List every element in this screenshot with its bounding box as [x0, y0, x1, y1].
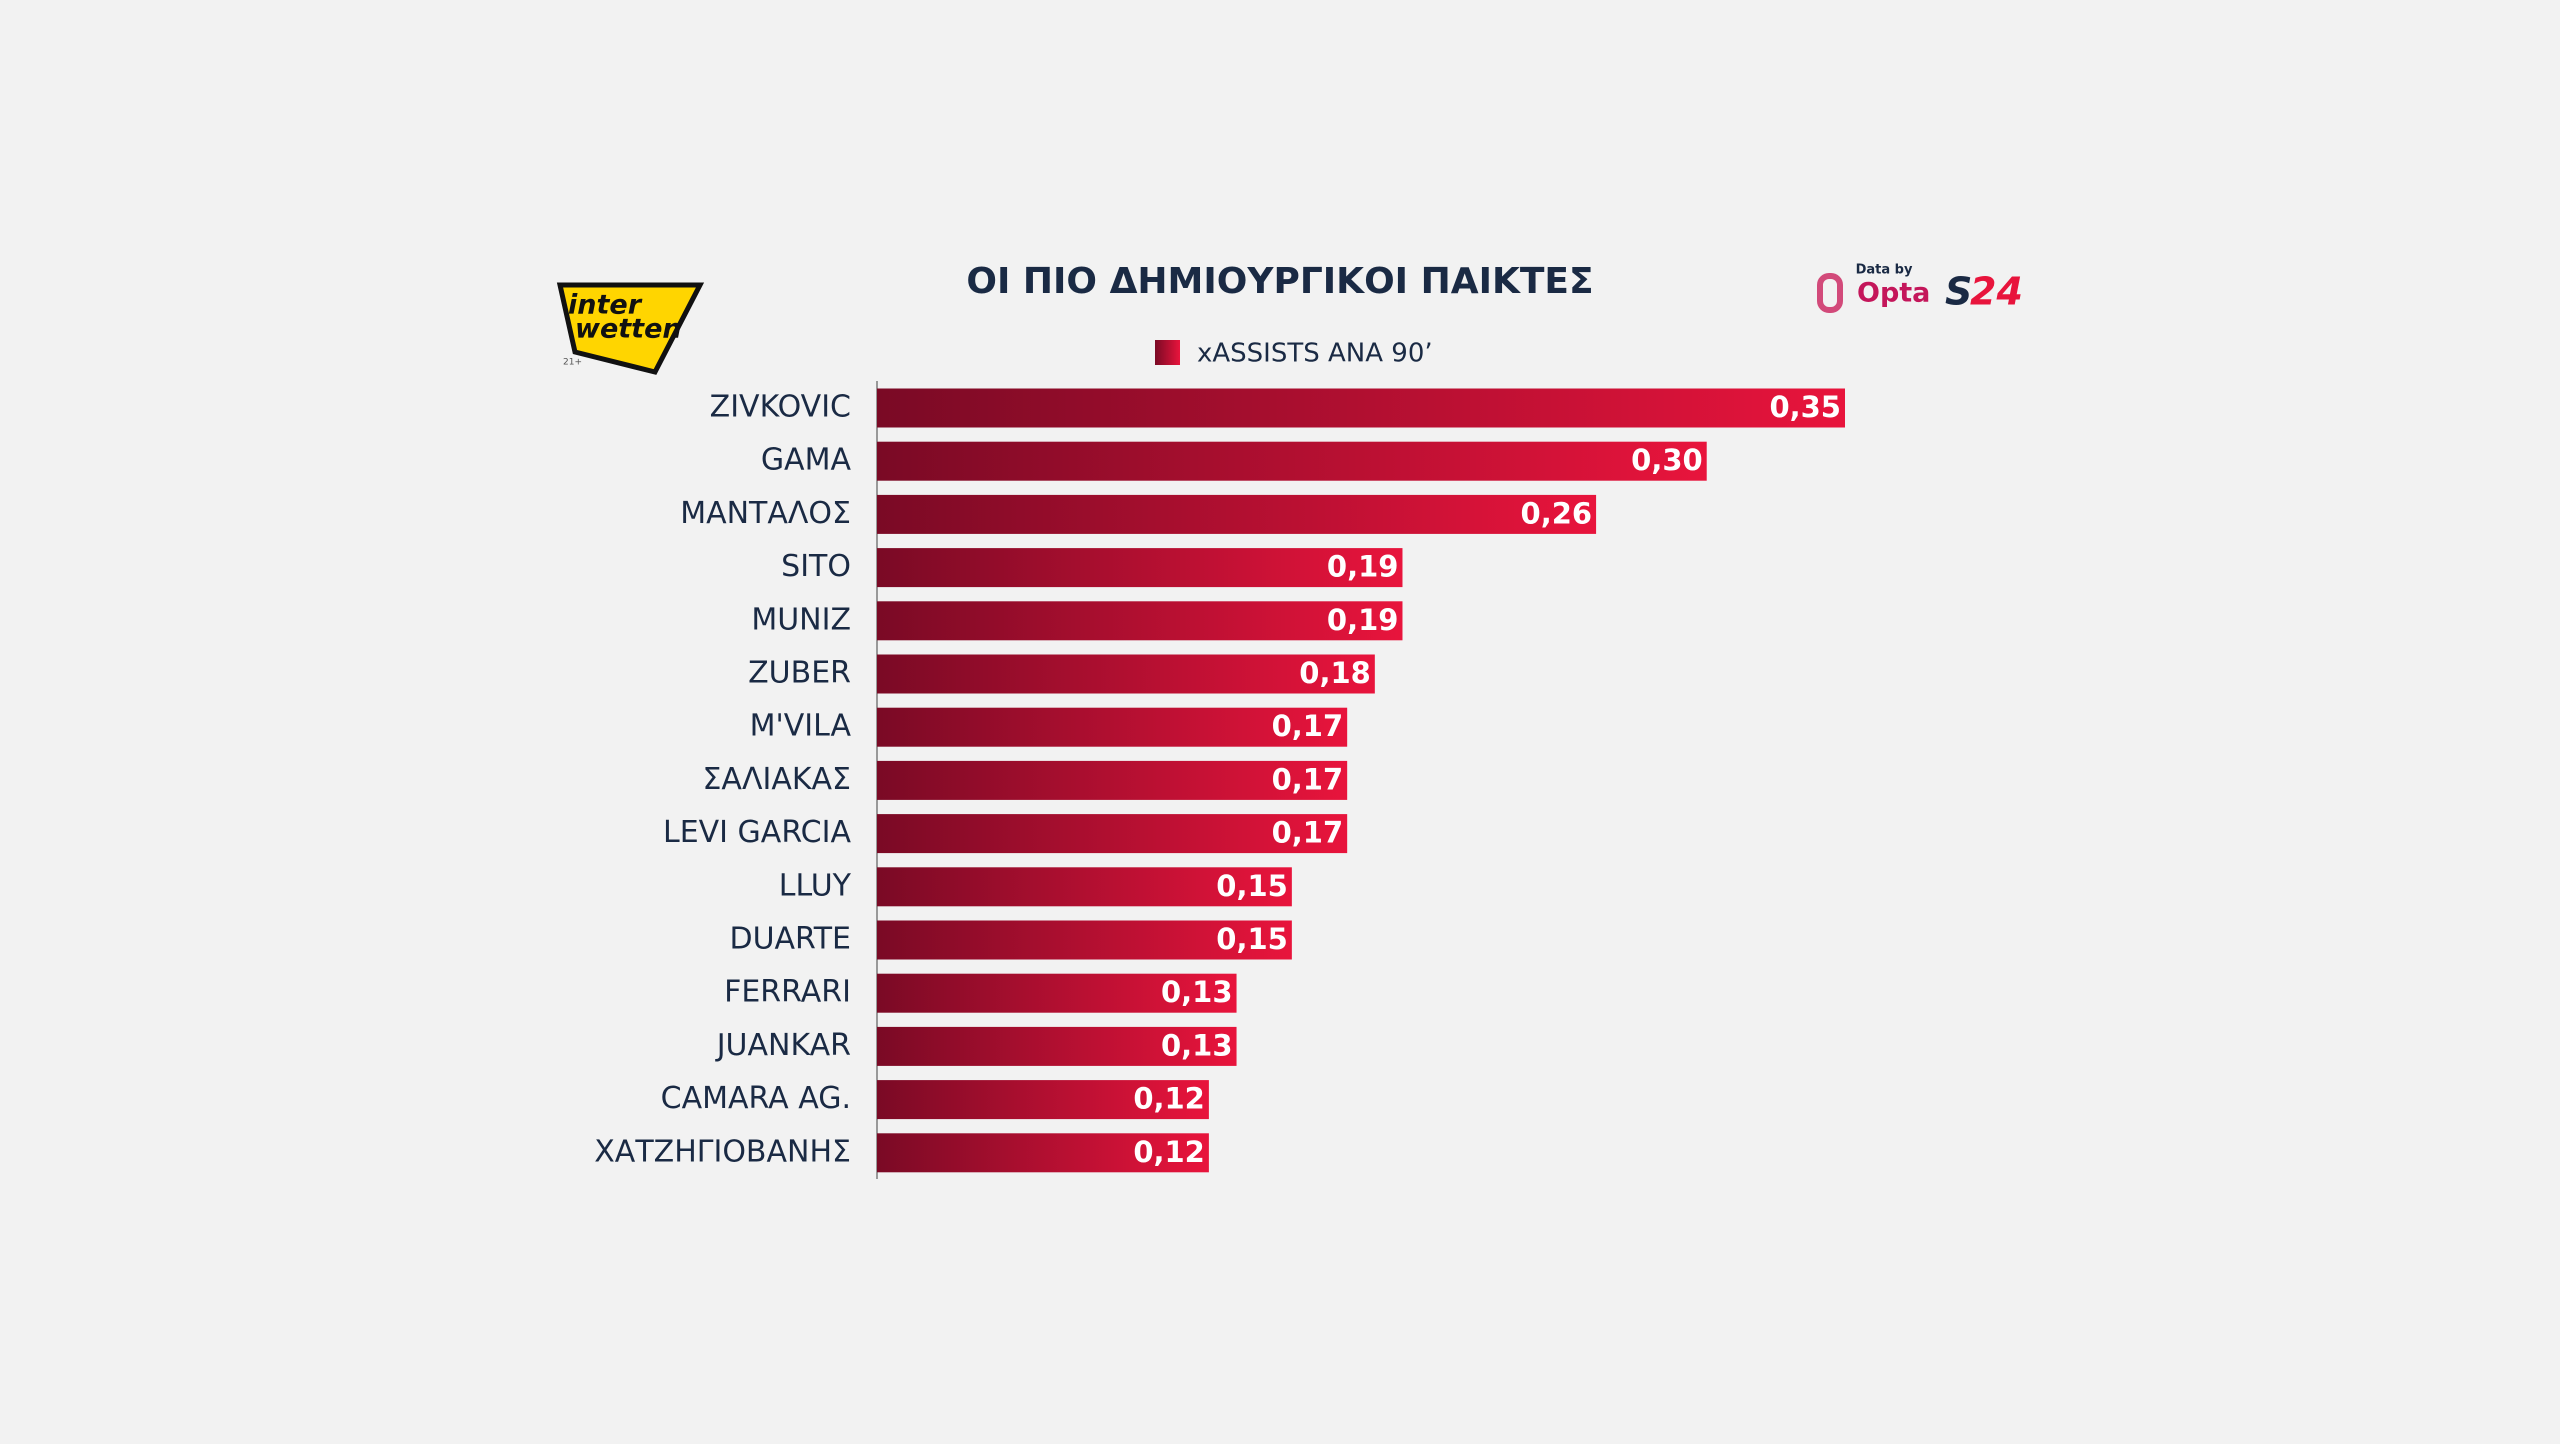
value-label: 0,15 [1216, 869, 1288, 903]
data-by: Data by [1856, 263, 1913, 278]
value-label: 0,26 [1521, 496, 1593, 530]
sponsor-badge [556, 282, 705, 375]
value-label: 0,17 [1272, 762, 1344, 796]
age-limit: 21+ [563, 358, 582, 368]
value-label: 0,13 [1161, 975, 1233, 1009]
bar [877, 1080, 1209, 1120]
category-label: M'VILA [750, 709, 852, 744]
opta-icon [1817, 273, 1843, 313]
category-label: CAMARA AG. [661, 1081, 851, 1116]
category-label: ΣΑΛΙΑΚΑΣ [702, 762, 851, 797]
sponsor-logo: inter wetten 21+ [556, 282, 705, 375]
category-label: ΜΑΝΤΑΛΟΣ [680, 496, 851, 531]
bar [877, 920, 1292, 960]
chart-title: ΟΙ ΠΙΟ ΔΗΜΙΟΥΡΓΙΚΟΙ ΠΑΙΚΤΕΣ [966, 261, 1593, 302]
bar [877, 814, 1348, 854]
site-logo: 24 [1970, 270, 2023, 314]
sponsor-text: wetten [575, 314, 682, 345]
bar [877, 388, 1845, 428]
site-logo: S [1945, 270, 1972, 314]
value-label: 0,30 [1631, 443, 1703, 477]
category-label: MUNIZ [751, 602, 851, 637]
value-label: 0,12 [1133, 1082, 1205, 1116]
category-label: ZUBER [748, 656, 851, 691]
category-label: LEVI GARCIA [663, 815, 851, 850]
value-label: 0,35 [1769, 390, 1841, 424]
legend-label: xASSISTS ΑΝΑ 90’ [1197, 339, 1433, 369]
value-label: 0,17 [1272, 709, 1344, 743]
legend-swatch [1155, 340, 1180, 365]
bar [877, 707, 1348, 747]
value-label: 0,15 [1216, 922, 1288, 956]
category-label: DUARTE [729, 922, 851, 957]
bar [877, 1026, 1237, 1066]
category-label: FERRARI [724, 975, 851, 1010]
value-label: 0,17 [1272, 816, 1344, 850]
value-label: 0,19 [1327, 603, 1399, 637]
bar [877, 760, 1348, 800]
value-label: 0,18 [1299, 656, 1371, 690]
value-label: 0,12 [1133, 1135, 1205, 1169]
bar [877, 973, 1237, 1013]
category-label: ΧΑΤΖΗΓΙΟΒΑΝΗΣ [594, 1134, 851, 1169]
bar [877, 441, 1707, 481]
category-label: JUANKAR [715, 1028, 851, 1063]
category-label: GAMA [761, 443, 852, 478]
bar [877, 548, 1403, 588]
bar [877, 1133, 1209, 1173]
bar [877, 867, 1292, 907]
category-label: ZIVKOVIC [710, 390, 851, 425]
bar [877, 654, 1375, 694]
provider-logos: Data by Opta S 24 [1817, 263, 2023, 314]
bar [877, 601, 1403, 641]
bar [877, 494, 1597, 534]
value-label: 0,19 [1327, 550, 1399, 584]
value-label: 0,13 [1161, 1028, 1233, 1062]
opta-text: Opta [1857, 278, 1930, 309]
category-label: SITO [781, 549, 851, 584]
category-label: LLUY [779, 868, 852, 903]
sponsor-text: inter [568, 290, 643, 321]
